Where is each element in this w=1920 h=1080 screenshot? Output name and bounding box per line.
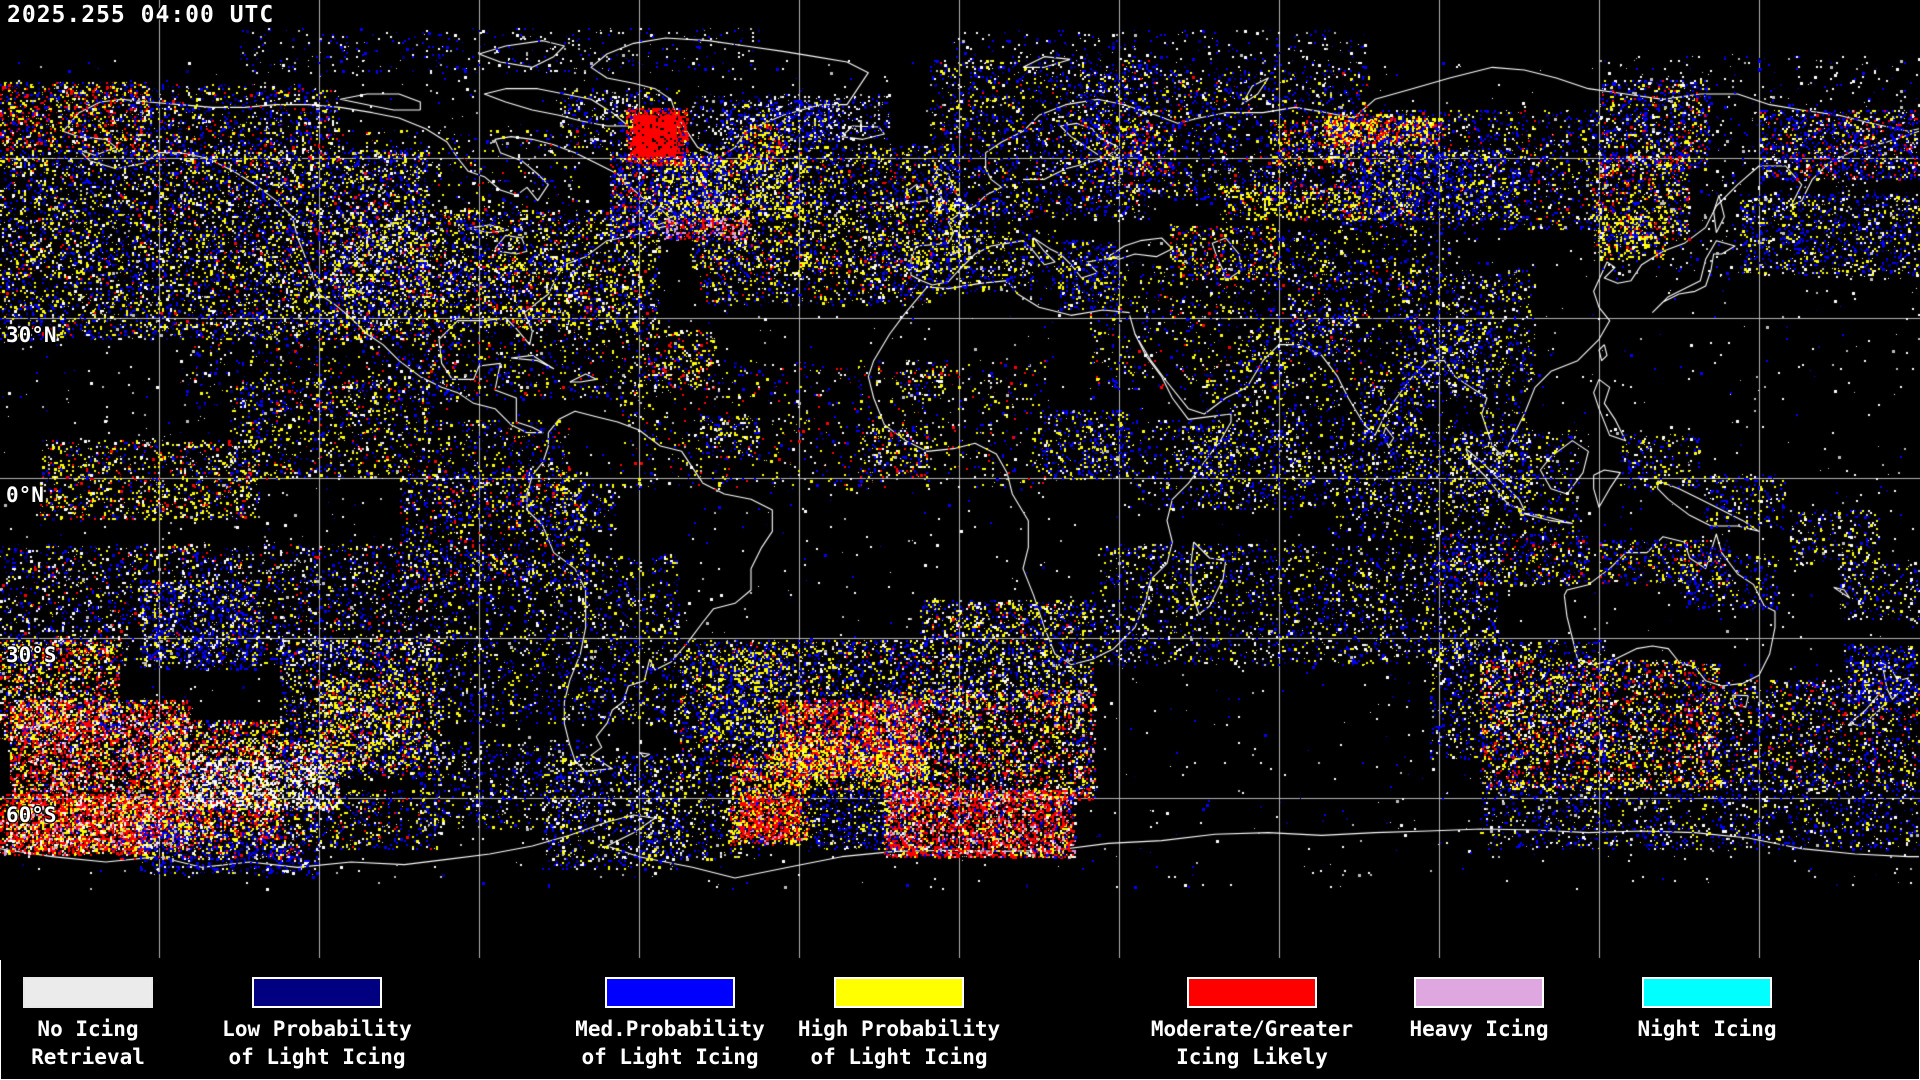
high-probability-swatch [834, 977, 964, 1008]
world-icing-map-canvas [0, 0, 1920, 960]
lat-label-0n: 0°N [6, 483, 44, 507]
legend-label-line1: No Icing [37, 1017, 139, 1041]
legend-label-line2: Retrieval [31, 1045, 145, 1069]
legend-label-line1: Low Probability [222, 1017, 412, 1041]
legend-label-line1: Night Icing [1637, 1017, 1777, 1041]
legend-item-moderate-greater: Moderate/Greater Icing Likely [1137, 977, 1367, 1071]
legend: No Icing Retrieval Low Probability of Li… [0, 960, 1920, 1080]
legend-item-no-icing-retrieval: No Icing Retrieval [0, 977, 203, 1071]
legend-label-line2: Icing Likely [1176, 1045, 1328, 1069]
legend-item-night-icing: Night Icing [1592, 977, 1822, 1043]
no-icing-swatch [23, 977, 153, 1008]
legend-item-heavy-icing: Heavy Icing [1364, 977, 1594, 1043]
legend-label-line2: of Light Icing [228, 1045, 406, 1069]
legend-label-line2: of Light Icing [810, 1045, 988, 1069]
timestamp-label: 2025.255 04:00 UTC [7, 2, 275, 28]
legend-item-med-probability: Med.Probability of Light Icing [555, 977, 785, 1071]
lat-label-60s: 60°S [6, 803, 57, 827]
legend-label-line2: of Light Icing [581, 1045, 759, 1069]
heavy-icing-swatch [1414, 977, 1544, 1008]
legend-item-high-probability: High Probability of Light Icing [784, 977, 1014, 1071]
legend-label-line1: Med.Probability [575, 1017, 765, 1041]
moderate-greater-swatch [1187, 977, 1317, 1008]
legend-label-line1: High Probability [797, 1017, 1001, 1041]
lat-label-30s: 30°S [6, 643, 57, 667]
low-probability-swatch [252, 977, 382, 1008]
med-probability-swatch [605, 977, 735, 1008]
lat-label-30n: 30°N [6, 323, 57, 347]
legend-item-low-probability: Low Probability of Light Icing [202, 977, 432, 1071]
night-icing-swatch [1642, 977, 1772, 1008]
legend-label-line1: Heavy Icing [1409, 1017, 1549, 1041]
legend-label-line1: Moderate/Greater [1150, 1017, 1354, 1041]
